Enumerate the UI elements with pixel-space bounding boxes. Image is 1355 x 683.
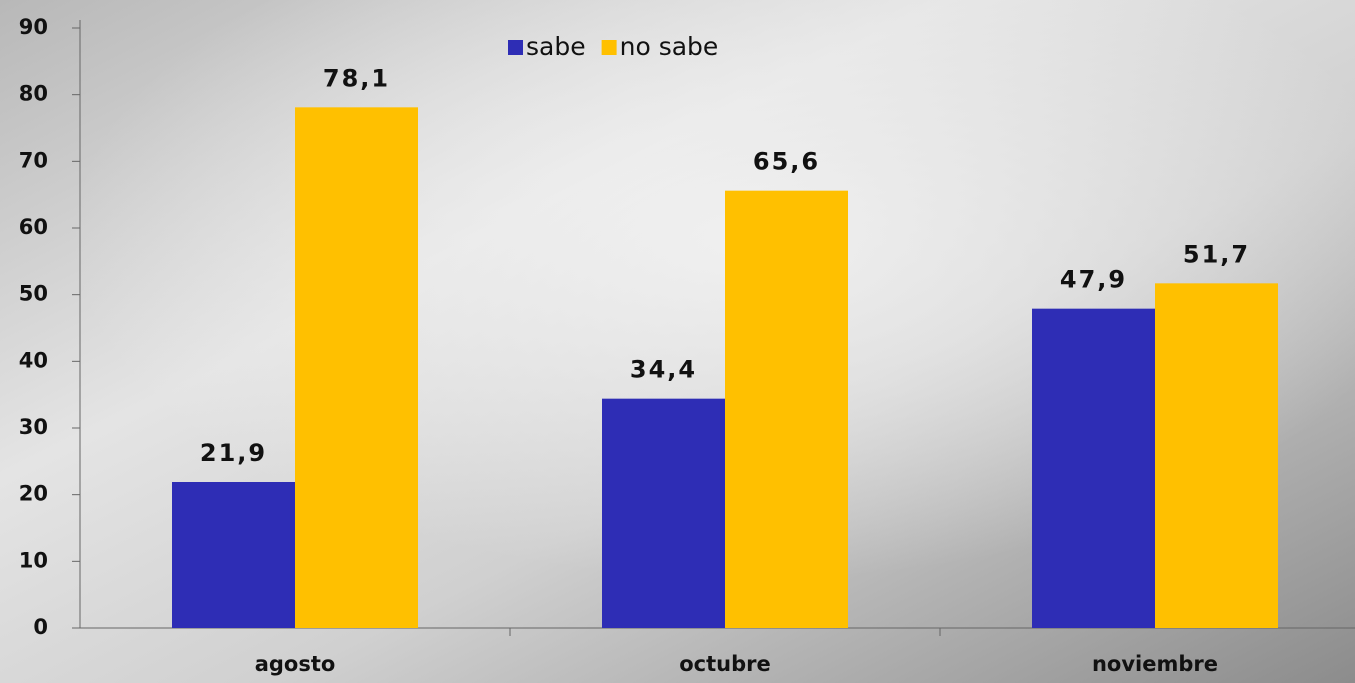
bar: [295, 107, 418, 629]
y-tick-label: 70: [19, 148, 48, 172]
value-label: 34,4: [630, 356, 697, 384]
x-tick-label: agosto: [255, 652, 336, 676]
value-label: 51,7: [1183, 240, 1250, 268]
x-tick-label: octubre: [679, 652, 771, 676]
y-tick-label: 10: [19, 548, 48, 572]
y-tick-label: 0: [33, 615, 48, 639]
bar: [725, 190, 848, 628]
legend-label: no sabe: [620, 32, 719, 61]
y-tick-label: 40: [19, 348, 48, 372]
value-label: 47,9: [1060, 266, 1127, 294]
y-tick-label: 60: [19, 215, 48, 239]
y-tick-label: 20: [19, 482, 48, 506]
y-tick-label: 30: [19, 415, 48, 439]
bar: [1032, 308, 1155, 628]
legend-swatch: [508, 40, 523, 55]
y-tick-label: 80: [19, 82, 48, 106]
value-label: 78,1: [323, 64, 390, 92]
legend-swatch: [601, 40, 617, 55]
bar: [1155, 283, 1278, 628]
value-label: 65,6: [753, 148, 820, 176]
x-tick-label: noviembre: [1092, 652, 1218, 676]
bar: [172, 482, 295, 628]
bar: [602, 398, 725, 628]
y-tick-label: 90: [19, 15, 48, 39]
y-tick-label: 50: [19, 282, 48, 306]
value-label: 21,9: [200, 439, 267, 467]
legend-label: sabe: [526, 32, 586, 61]
